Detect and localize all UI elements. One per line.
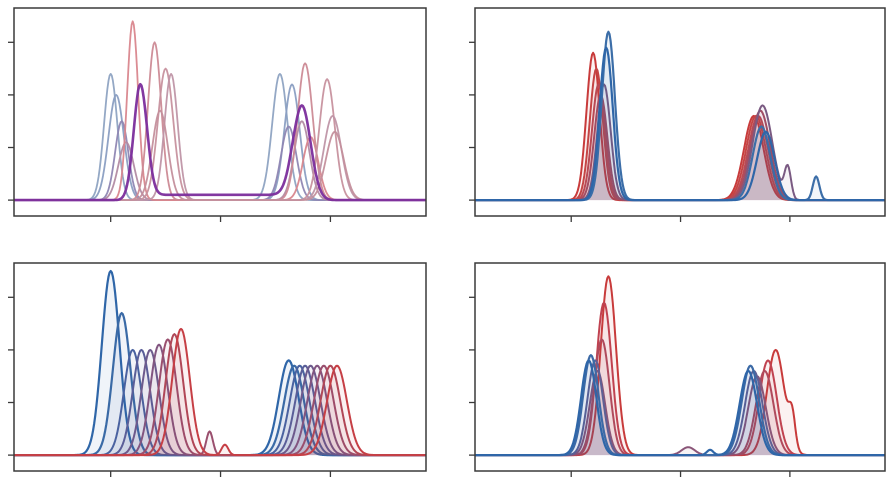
panel-top-left	[8, 7, 427, 222]
panel-bottom-left	[8, 262, 427, 477]
plot-area	[475, 30, 885, 202]
series-fill-1	[14, 313, 426, 456]
series-line-6	[475, 46, 885, 202]
series-line-9	[14, 82, 426, 202]
plot-area	[475, 275, 885, 457]
panel-bottom-right	[469, 262, 886, 477]
series-fill-4	[14, 349, 426, 456]
series-fill-0	[475, 276, 885, 456]
series-fill-6	[475, 360, 885, 456]
series-line-6	[475, 359, 885, 457]
plot-area	[14, 20, 426, 202]
series-fill-5	[14, 344, 426, 456]
plot-area	[14, 269, 426, 457]
panel-top-right	[469, 7, 886, 222]
series-line-8	[14, 327, 426, 457]
